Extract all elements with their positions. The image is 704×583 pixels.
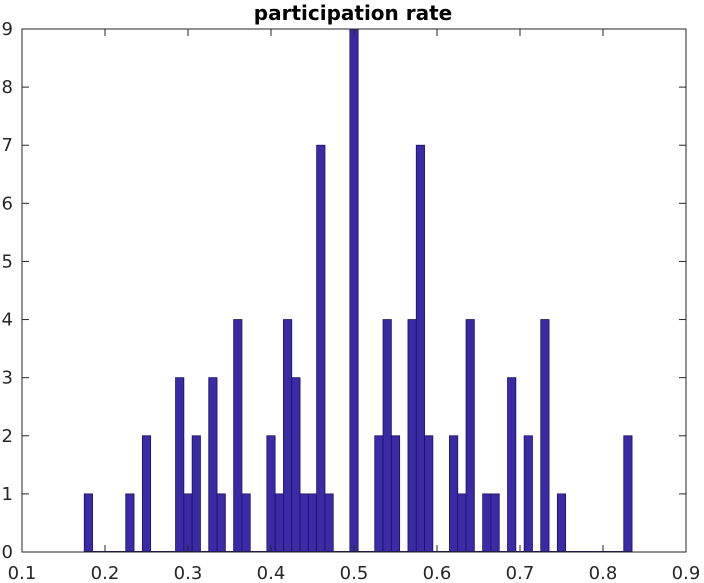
histogram-bar <box>291 377 301 553</box>
histogram-bar <box>216 493 226 553</box>
histogram-bar <box>183 493 193 553</box>
x-tick-label: 0.4 <box>257 563 286 583</box>
histogram-bar <box>490 493 500 553</box>
x-tick-label: 0.7 <box>506 563 535 583</box>
histogram-bar <box>324 493 334 553</box>
histogram-bar <box>390 435 401 553</box>
histogram-bar <box>233 319 243 553</box>
histogram-bar <box>382 319 392 553</box>
histogram-bar <box>349 28 359 553</box>
y-tick-label: 2 <box>2 426 13 447</box>
histogram-bar <box>482 493 492 553</box>
y-tick-label: 5 <box>2 251 13 272</box>
x-tick-label: 0.8 <box>589 563 618 583</box>
histogram-bar <box>175 377 185 553</box>
histogram-bar <box>299 493 309 553</box>
histogram-bar <box>407 319 417 553</box>
histogram-bar <box>556 493 567 553</box>
histogram-bar <box>623 435 633 553</box>
histogram-bar <box>523 435 533 553</box>
histogram-bar <box>274 493 284 553</box>
histogram-bar <box>540 319 550 553</box>
histogram-bar <box>208 377 218 553</box>
x-tick-label: 0.9 <box>672 563 701 583</box>
histogram-bar <box>191 435 201 553</box>
y-tick-label: 7 <box>2 135 13 156</box>
histogram-bar <box>266 435 276 553</box>
histogram-bar <box>415 144 425 553</box>
x-tick-label: 0.3 <box>174 563 203 583</box>
histogram-bar <box>241 493 251 553</box>
histogram-bar <box>507 377 517 553</box>
histogram-bar <box>424 435 434 553</box>
histogram-bar <box>141 435 152 553</box>
histogram-bar <box>83 493 93 553</box>
axes-box <box>21 28 687 553</box>
y-tick-label: 9 <box>2 19 13 40</box>
histogram-bar <box>465 319 475 553</box>
histogram-bar <box>457 493 467 553</box>
x-tick-label: 0.2 <box>91 563 120 583</box>
y-tick-label: 8 <box>2 77 13 98</box>
y-tick-label: 3 <box>2 368 13 389</box>
histogram-bar <box>283 319 293 553</box>
y-tick-label: 1 <box>2 484 13 505</box>
x-tick-label: 0.5 <box>340 563 369 583</box>
x-tick-label: 0.6 <box>423 563 452 583</box>
histogram-bar <box>125 493 135 553</box>
histogram-bar <box>307 493 318 553</box>
histogram-bar <box>316 144 326 553</box>
ticks-group: 0.1 0.2 0.3 0.4 0.5 0.6 0.7 0.8 0.9 0 1 2 3 4 5 6 7 8 9 <box>2 19 701 583</box>
chart-title: participation rate <box>254 1 452 25</box>
y-tick-label: 0 <box>2 542 13 563</box>
histogram-bar <box>374 435 384 553</box>
y-tick-label: 6 <box>2 193 13 214</box>
y-tick-label: 4 <box>2 310 13 331</box>
x-tick-label: 0.1 <box>8 563 37 583</box>
histogram-bar <box>449 435 459 553</box>
